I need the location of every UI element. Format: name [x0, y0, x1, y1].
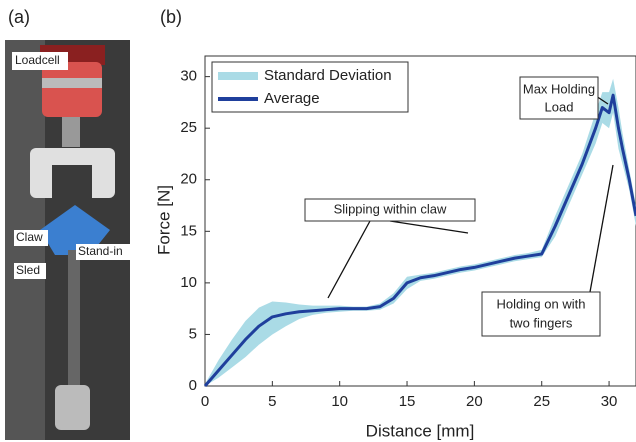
average-line: [203, 93, 636, 387]
annotation: two fingers: [510, 315, 573, 330]
x-tick-label: 5: [268, 393, 276, 410]
part-label: Claw: [16, 230, 43, 244]
annotation: Slipping within claw: [334, 201, 447, 216]
y-tick-label: 0: [189, 377, 197, 394]
std-band: [205, 78, 636, 386]
part-label: Stand-in: [78, 244, 123, 258]
y-tick-label: 30: [180, 68, 197, 85]
claw: [40, 205, 110, 255]
label-box: [76, 244, 132, 260]
rod: [62, 117, 80, 147]
part-label: Loadcell: [15, 53, 60, 67]
x-tick-label: 15: [399, 393, 416, 410]
plot-frame: [204, 55, 636, 387]
x-tick-label: 0: [201, 393, 209, 410]
y-tick-label: 5: [189, 325, 197, 342]
x-tick-label: 10: [331, 393, 348, 410]
annotation-box: [519, 76, 599, 120]
annotation-box: [481, 291, 601, 337]
annotation: Holding on with: [497, 296, 586, 311]
panel-label: (a): [8, 7, 30, 27]
y-axis-label: Force [N]: [154, 185, 173, 255]
part-label: Sled: [16, 263, 40, 277]
label-box: [14, 230, 48, 246]
y-tick-label: 20: [180, 171, 197, 188]
x-tick-label: 25: [533, 393, 550, 410]
arrow: [327, 220, 371, 299]
sled: [68, 250, 80, 390]
y-tick-label: 15: [180, 222, 197, 239]
annotation-box: [304, 198, 476, 222]
clamp-gap: [52, 165, 92, 198]
label-box: [12, 52, 68, 70]
legend: [211, 61, 409, 113]
annotation: Max Holding: [523, 81, 595, 96]
plot: 0 5 10 15 20 25 30 0 5 10 15 20 25 30: [180, 55, 636, 410]
loadcell-band: [42, 78, 102, 88]
x-axis-label: Distance [mm]: [366, 421, 475, 440]
y-tick-label: 10: [180, 274, 197, 291]
y-tick-label: 25: [180, 119, 197, 136]
arrow: [589, 164, 614, 293]
arrow: [389, 220, 469, 234]
annotation: Load: [545, 99, 574, 114]
base: [55, 385, 90, 430]
x-tick-label: 20: [466, 393, 483, 410]
legend-label: Standard Deviation: [264, 67, 392, 84]
panel-label: (b): [160, 7, 182, 27]
legend-label: Average: [264, 90, 320, 107]
x-tick-label: 30: [601, 393, 618, 410]
label-box: [14, 263, 46, 279]
loadcell: [42, 62, 102, 117]
